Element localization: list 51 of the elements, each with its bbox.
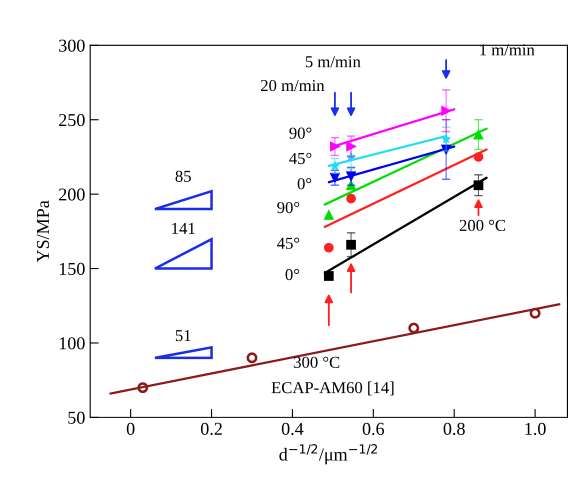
x-tick-label: 0 — [126, 422, 134, 435]
point — [346, 142, 356, 152]
point — [441, 144, 451, 154]
point — [324, 210, 334, 220]
point — [330, 161, 340, 170]
annotation: 90° — [277, 202, 300, 214]
point — [474, 130, 484, 140]
point — [530, 308, 541, 319]
y-tick-label: 150 — [60, 262, 85, 275]
annotation: 20 m/min — [260, 80, 324, 92]
annotation: 45° — [289, 152, 312, 164]
point — [324, 271, 334, 281]
x-axis-title: d$^{−1/2}$/μm$^{−1/2}$ — [279, 444, 378, 464]
x-tick-label: 0.8 — [444, 422, 465, 436]
annotation: 300 °C — [294, 356, 340, 368]
y-tick-label: 250 — [59, 114, 85, 126]
y-axis-title: YS/MPa — [36, 200, 50, 262]
annotation: 90° — [289, 128, 312, 139]
point — [246, 352, 258, 364]
x-tick-label: 0.2 — [200, 422, 222, 436]
annotation: 51 — [176, 330, 191, 342]
point — [441, 134, 451, 144]
y-tick-label: 50 — [68, 412, 85, 424]
point — [346, 194, 356, 204]
x-tick-label: 0.6 — [362, 422, 384, 436]
point — [346, 180, 356, 190]
y-tick-label: 300 — [59, 40, 85, 52]
annotation: 85 — [176, 170, 191, 182]
y-tick-label: 200 — [59, 188, 85, 201]
x-tick-label: 1.0 — [525, 422, 546, 436]
annotation: ECAP-AM60 [14] — [272, 382, 394, 396]
annotation: 5 m/min — [306, 56, 361, 68]
annotation: 200 °C — [460, 220, 506, 232]
point — [408, 322, 420, 334]
point — [324, 242, 334, 253]
point — [346, 240, 356, 250]
y-tick-label: 100 — [60, 337, 85, 350]
point — [330, 142, 340, 152]
annotation: 0° — [286, 268, 300, 280]
point — [346, 171, 356, 182]
annotation: 141 — [172, 222, 195, 234]
x-tick-label: 0.4 — [282, 422, 304, 436]
point — [474, 180, 484, 190]
point — [441, 106, 451, 116]
annotation: 1 m/min — [480, 44, 535, 56]
point — [137, 382, 148, 394]
point — [330, 172, 340, 183]
point — [346, 152, 356, 161]
point — [474, 152, 484, 162]
annotation: 0° — [298, 178, 312, 190]
annotation: 45° — [277, 238, 300, 249]
